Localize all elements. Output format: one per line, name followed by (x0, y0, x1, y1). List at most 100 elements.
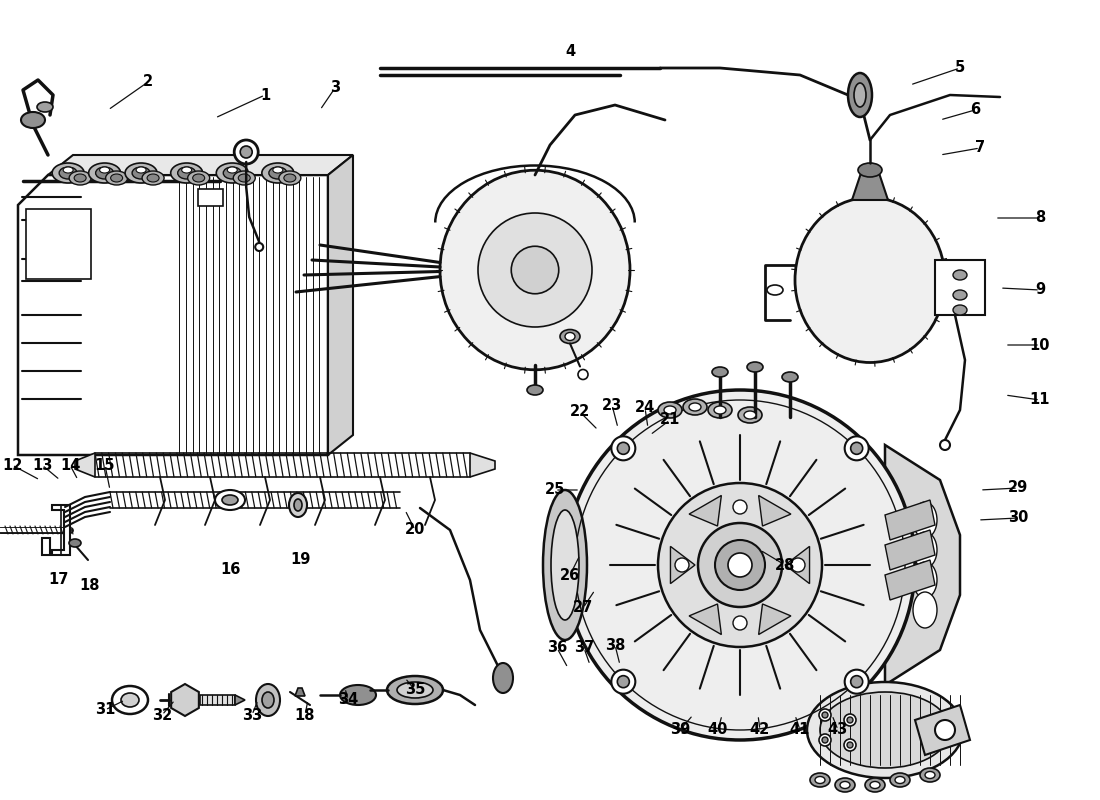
Polygon shape (48, 155, 353, 175)
Polygon shape (852, 170, 888, 200)
Ellipse shape (132, 167, 150, 179)
Text: 15: 15 (95, 458, 116, 473)
Ellipse shape (913, 502, 937, 538)
Circle shape (612, 670, 636, 694)
Ellipse shape (512, 246, 559, 294)
Circle shape (234, 140, 258, 164)
Text: 17: 17 (47, 573, 68, 587)
Ellipse shape (121, 693, 139, 707)
Ellipse shape (223, 167, 241, 179)
Ellipse shape (112, 686, 148, 714)
Ellipse shape (865, 778, 886, 792)
Ellipse shape (294, 499, 302, 511)
Text: 39: 39 (670, 722, 690, 738)
Polygon shape (172, 684, 199, 716)
Ellipse shape (284, 174, 296, 182)
Ellipse shape (782, 372, 797, 382)
Circle shape (845, 436, 869, 460)
Ellipse shape (708, 402, 732, 418)
Text: 2: 2 (143, 74, 153, 90)
Text: 38: 38 (605, 638, 625, 653)
Text: 23: 23 (602, 398, 623, 413)
Circle shape (255, 243, 263, 251)
Polygon shape (689, 495, 722, 526)
Text: 36: 36 (547, 641, 568, 655)
Text: 37: 37 (574, 641, 594, 655)
Text: 18: 18 (295, 707, 316, 722)
Polygon shape (18, 175, 328, 455)
Ellipse shape (747, 362, 763, 372)
Ellipse shape (262, 692, 274, 708)
Text: 32: 32 (152, 707, 172, 722)
Ellipse shape (858, 163, 882, 177)
Ellipse shape (228, 167, 238, 173)
Text: 11: 11 (1030, 393, 1050, 407)
Polygon shape (42, 538, 50, 555)
Polygon shape (689, 604, 722, 634)
Polygon shape (52, 505, 70, 555)
Circle shape (847, 742, 852, 748)
Ellipse shape (397, 682, 433, 698)
Polygon shape (886, 500, 935, 540)
Ellipse shape (440, 170, 630, 370)
Ellipse shape (658, 483, 822, 647)
Text: 5: 5 (955, 61, 965, 75)
Ellipse shape (913, 562, 937, 598)
Polygon shape (470, 453, 495, 477)
Text: 6: 6 (970, 102, 980, 118)
Circle shape (728, 553, 752, 577)
Polygon shape (328, 155, 353, 455)
Ellipse shape (289, 493, 307, 517)
Circle shape (935, 720, 955, 740)
Ellipse shape (170, 163, 202, 183)
Ellipse shape (21, 112, 45, 128)
Ellipse shape (913, 592, 937, 628)
Ellipse shape (895, 777, 905, 783)
Text: 24: 24 (635, 401, 656, 415)
Bar (26, 209, 91, 278)
Ellipse shape (136, 167, 146, 173)
Ellipse shape (52, 163, 84, 183)
Ellipse shape (63, 167, 73, 173)
Ellipse shape (527, 385, 543, 395)
Ellipse shape (493, 663, 513, 693)
Ellipse shape (256, 684, 280, 716)
Polygon shape (886, 445, 960, 685)
Text: 18: 18 (79, 578, 100, 593)
Ellipse shape (565, 390, 915, 740)
Circle shape (733, 616, 747, 630)
Ellipse shape (387, 676, 443, 704)
Circle shape (791, 558, 805, 572)
Ellipse shape (37, 102, 53, 112)
Text: 10: 10 (1030, 338, 1050, 353)
Circle shape (822, 712, 828, 718)
Ellipse shape (712, 367, 728, 377)
Ellipse shape (147, 174, 160, 182)
Ellipse shape (807, 682, 962, 778)
Ellipse shape (340, 685, 376, 705)
Ellipse shape (233, 171, 255, 185)
Ellipse shape (744, 411, 756, 419)
Text: 3: 3 (330, 81, 340, 95)
Ellipse shape (214, 490, 245, 510)
Circle shape (850, 676, 862, 688)
Ellipse shape (182, 167, 191, 173)
Text: 33: 33 (242, 707, 262, 722)
Circle shape (822, 737, 828, 743)
Text: 4: 4 (565, 45, 575, 59)
Ellipse shape (953, 270, 967, 280)
Ellipse shape (279, 171, 301, 185)
Circle shape (240, 146, 252, 158)
Ellipse shape (714, 406, 726, 414)
Circle shape (617, 676, 629, 688)
Circle shape (845, 670, 869, 694)
Bar (198, 189, 222, 206)
Ellipse shape (738, 407, 762, 423)
Ellipse shape (222, 495, 238, 505)
Ellipse shape (913, 532, 937, 568)
Polygon shape (75, 453, 95, 477)
Bar (200, 695, 235, 705)
Polygon shape (759, 604, 791, 634)
Ellipse shape (100, 167, 110, 173)
Ellipse shape (273, 167, 283, 173)
